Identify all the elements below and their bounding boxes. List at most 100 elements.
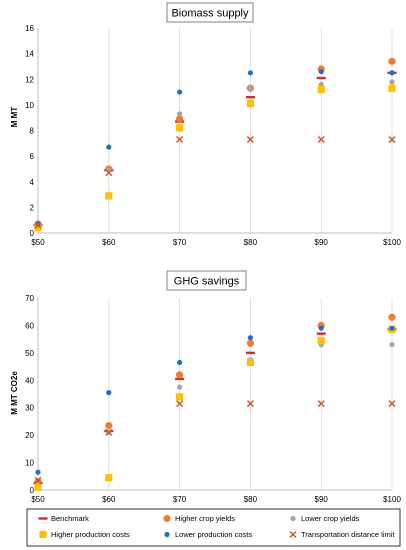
chart2-ytick-label-6: 60	[25, 321, 34, 330]
chart1-title-box	[166, 2, 254, 23]
legend-marker-5	[289, 530, 297, 539]
chart1-ytick-label-8: 16	[25, 24, 34, 33]
chart2-ytick-label-7: 70	[25, 294, 34, 303]
chart1-point-s5-4	[317, 135, 325, 143]
chart1-xtick-label-2: $70	[173, 238, 187, 247]
chart1-point-s5-2	[176, 135, 184, 143]
chart2-title: GHG savings	[174, 276, 240, 288]
chart1-point-s4-4	[318, 68, 324, 75]
chart1-point-s2-5	[389, 79, 395, 85]
chart2-point-s5-2	[176, 400, 184, 408]
chart2-series-4	[35, 325, 395, 475]
chart2-series-1	[34, 313, 396, 486]
chart2-ytick-label-2: 20	[25, 431, 34, 440]
chart2-point-s5-5	[388, 400, 396, 408]
chart2-point-s5-4	[317, 400, 325, 408]
chart2-ytick-label-1: 10	[25, 459, 34, 468]
legend-label-3: Higher production costs	[51, 530, 130, 539]
legend: Benchmark Higher crop yields Lower crop yi…	[26, 508, 401, 547]
chart1-series-0	[33, 71, 397, 227]
chart1-series-2	[35, 79, 395, 228]
chart2-ytick-label-4: 40	[25, 376, 34, 385]
legend-marker-3	[39, 530, 47, 539]
chart1-xtick-label-3: $80	[244, 238, 258, 247]
chart2-series-3	[34, 325, 396, 491]
legend-label-0: Benchmark	[51, 514, 89, 523]
chart1-ytick-label-2: 4	[30, 178, 35, 187]
chart1-series-4	[35, 68, 395, 227]
chart2-point-s3-3	[246, 358, 254, 367]
chart2-xtick-label-4: $90	[315, 495, 329, 504]
chart1-point-s3-4	[317, 85, 325, 94]
chart1-ytick-label-1: 2	[30, 203, 35, 212]
chart2-ytick-label-3: 30	[25, 404, 34, 413]
chart2-point-s1-5	[388, 313, 396, 321]
chart1-point-s2-2	[177, 111, 183, 117]
legend-marker-1	[163, 514, 171, 523]
chart2-point-s5-1	[105, 428, 113, 436]
chart2-series-2	[35, 342, 395, 486]
chart1-xtick-label-1: $60	[102, 238, 116, 247]
chart1-title: Biomass supply	[171, 8, 249, 20]
chart1-point-s3-5	[388, 84, 396, 92]
chart1-point-s3-1	[105, 192, 113, 200]
chart2-point-s1-3	[246, 339, 254, 347]
chart2-xtick-label-3: $80	[244, 495, 258, 504]
chart1-title-group: Biomass supply	[166, 2, 254, 23]
chart2-point-s4-0	[35, 469, 41, 475]
chart1-point-s1-2	[176, 115, 184, 123]
chart2-point-s4-3	[247, 335, 253, 341]
chart1-point-s2-4	[318, 81, 324, 87]
chart2-point-s5-3	[246, 400, 254, 408]
chart2-point-s4-4	[318, 325, 324, 331]
chart1-point-s5-5	[388, 135, 396, 143]
chart1-point-s3-0	[34, 224, 42, 232]
chart2-point-s4-5	[389, 325, 395, 331]
chart2-plot: 0 10 20 30 40 50 60 70 $50 $60 $70 $80 $90 $100	[25, 294, 401, 504]
chart1-xtick-label-4: $90	[315, 238, 329, 247]
chart2-point-s5-0	[34, 476, 42, 484]
chart1-series-5	[34, 135, 396, 229]
chart1-ytick-label-3: 6	[30, 152, 35, 161]
legend-box	[26, 508, 401, 547]
chart1-point-s4-1	[106, 144, 112, 150]
chart2-point-s3-2	[176, 393, 184, 401]
legend-marker-0	[38, 517, 48, 520]
chart2-ylabel: M MT CO2e	[10, 371, 19, 415]
chart1-point-s0-3	[245, 95, 255, 99]
chart2-point-s1-1	[105, 421, 113, 430]
legend-marker-4	[164, 531, 170, 538]
chart1-point-s4-3	[247, 70, 253, 76]
chart2-point-s3-0	[34, 483, 42, 491]
chart1-point-s5-3	[246, 135, 254, 143]
chart2-xtick-label-5: $100	[383, 495, 401, 504]
chart1-ytick-label-7: 14	[25, 50, 34, 59]
chart2-point-s3-4	[317, 336, 325, 345]
chart1-ylabel: M MT	[10, 107, 19, 128]
chart2-point-s3-1	[105, 474, 113, 482]
chart1-point-s3-2	[176, 124, 184, 132]
chart2-series-5	[34, 400, 396, 484]
chart1-point-s5-1	[105, 169, 113, 177]
chart2-title-group: GHG savings	[166, 270, 247, 291]
legend-marker-2	[290, 515, 296, 522]
chart1-series-1	[34, 57, 396, 228]
chart2-xtick-label-0: $50	[31, 495, 45, 504]
chart2-point-s4-2	[177, 359, 183, 366]
chart2-point-s0-4	[316, 332, 326, 335]
chart2-point-s4-1	[106, 390, 112, 396]
chart1-plot: 0 2 4 6 8 10 12 14 16 $50 $60 $70 $80 $90 $100	[25, 24, 401, 247]
chart2-point-s2-5	[389, 342, 395, 348]
chart2-point-s2-2	[177, 384, 183, 390]
chart2-point-s0-3	[245, 351, 255, 355]
chart1-ytick-label-6: 12	[25, 75, 34, 84]
legend-label-4: Lower production costs	[175, 530, 252, 539]
chart1-point-s0-4	[316, 76, 326, 80]
chart1-xtick-label-5: $100	[383, 238, 401, 247]
chart2-point-s0-2	[175, 377, 185, 381]
chart1-ytick-label-5: 10	[25, 101, 34, 110]
chart1-point-s3-3	[246, 99, 254, 108]
chart1-point-s4-5	[389, 70, 395, 76]
chart2-xtick-label-2: $70	[173, 495, 187, 504]
